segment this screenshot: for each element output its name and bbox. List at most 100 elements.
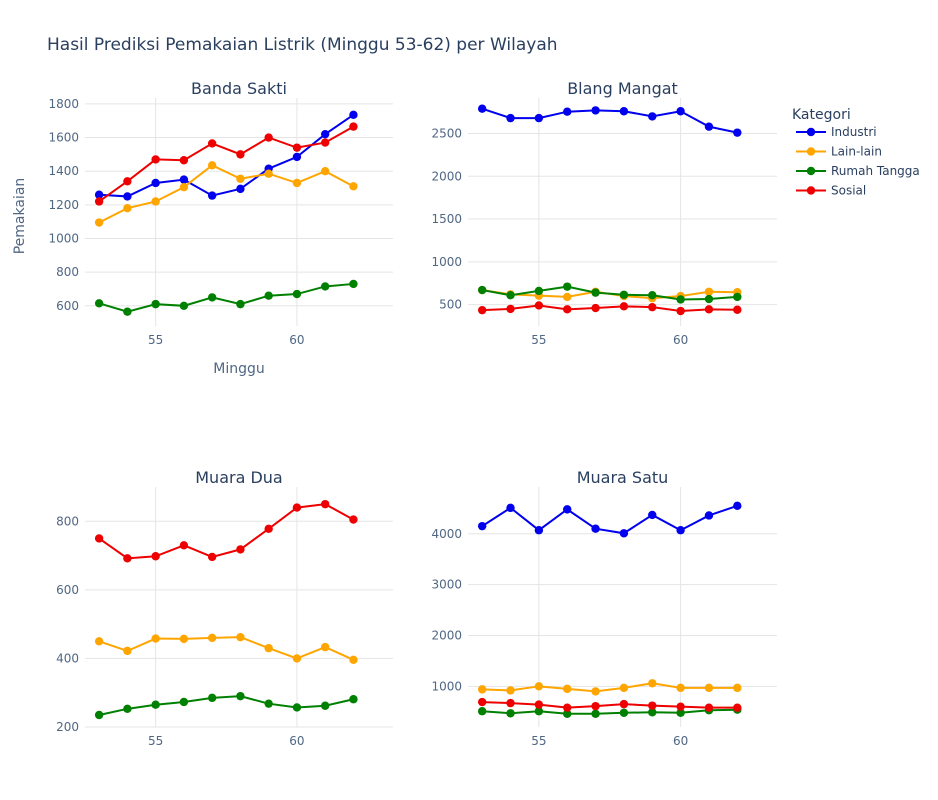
data-point[interactable]	[179, 301, 189, 311]
data-point[interactable]	[733, 703, 742, 712]
data-point[interactable]	[320, 138, 330, 147]
data-point[interactable]	[704, 511, 714, 520]
data-point[interactable]	[648, 302, 657, 312]
data-point[interactable]	[619, 708, 629, 717]
data-point[interactable]	[94, 218, 104, 227]
data-point[interactable]	[236, 545, 245, 554]
data-point[interactable]	[236, 299, 245, 309]
data-point[interactable]	[264, 699, 273, 708]
data-point[interactable]	[506, 709, 515, 718]
data-point[interactable]	[676, 702, 685, 711]
data-point[interactable]	[591, 709, 600, 718]
data-point[interactable]	[236, 691, 245, 701]
data-point[interactable]	[477, 104, 487, 113]
data-point[interactable]	[676, 708, 685, 717]
data-point[interactable]	[179, 634, 189, 644]
data-point[interactable]	[207, 633, 217, 643]
data-point[interactable]	[349, 655, 358, 664]
data-point[interactable]	[320, 129, 330, 139]
data-point[interactable]	[534, 526, 544, 535]
data-point[interactable]	[648, 112, 657, 121]
data-point[interactable]	[151, 700, 160, 709]
data-point[interactable]	[619, 699, 629, 709]
data-point[interactable]	[704, 683, 714, 693]
data-point[interactable]	[506, 113, 515, 123]
data-point[interactable]	[704, 703, 714, 712]
data-point[interactable]	[264, 643, 273, 653]
data-point[interactable]	[648, 510, 657, 520]
data-point[interactable]	[94, 299, 104, 308]
data-point[interactable]	[506, 698, 515, 708]
data-point[interactable]	[591, 687, 600, 696]
data-point[interactable]	[236, 632, 245, 642]
data-point[interactable]	[563, 709, 572, 718]
data-point[interactable]	[648, 679, 657, 688]
data-point[interactable]	[676, 306, 685, 316]
data-point[interactable]	[477, 685, 487, 694]
data-point[interactable]	[534, 301, 544, 310]
data-point[interactable]	[563, 703, 572, 712]
data-point[interactable]	[648, 708, 657, 717]
data-point[interactable]	[563, 107, 572, 116]
data-point[interactable]	[151, 197, 160, 206]
data-point[interactable]	[179, 697, 189, 707]
data-point[interactable]	[619, 290, 629, 299]
data-point[interactable]	[179, 156, 189, 165]
data-point[interactable]	[292, 503, 302, 512]
data-point[interactable]	[563, 282, 572, 291]
data-point[interactable]	[563, 305, 572, 314]
data-point[interactable]	[151, 552, 160, 561]
data-point[interactable]	[320, 642, 330, 652]
data-point[interactable]	[534, 113, 544, 123]
data-point[interactable]	[292, 152, 302, 162]
data-point[interactable]	[320, 499, 330, 509]
data-point[interactable]	[676, 107, 685, 116]
data-point[interactable]	[477, 285, 487, 295]
data-point[interactable]	[207, 139, 217, 148]
data-point[interactable]	[207, 693, 217, 703]
data-point[interactable]	[264, 291, 273, 300]
data-point[interactable]	[676, 526, 685, 535]
data-point[interactable]	[506, 503, 515, 513]
data-point[interactable]	[207, 293, 217, 302]
data-point[interactable]	[236, 150, 245, 159]
data-point[interactable]	[619, 302, 629, 311]
data-point[interactable]	[349, 110, 358, 120]
data-point[interactable]	[292, 703, 302, 712]
data-point[interactable]	[292, 654, 302, 663]
data-point[interactable]	[619, 683, 629, 693]
data-point[interactable]	[619, 529, 629, 538]
data-point[interactable]	[676, 683, 685, 693]
data-point[interactable]	[349, 279, 358, 289]
data-point[interactable]	[506, 304, 515, 314]
data-point[interactable]	[151, 155, 160, 164]
data-point[interactable]	[506, 291, 515, 300]
data-point[interactable]	[534, 707, 544, 716]
data-point[interactable]	[733, 501, 742, 511]
data-point[interactable]	[563, 505, 572, 514]
data-point[interactable]	[94, 637, 104, 646]
data-point[interactable]	[477, 521, 487, 531]
data-point[interactable]	[534, 682, 544, 691]
legend-item[interactable]: Rumah Tangga	[796, 164, 920, 178]
data-point[interactable]	[236, 184, 245, 194]
data-point[interactable]	[733, 128, 742, 137]
data-point[interactable]	[179, 175, 189, 184]
legend-item[interactable]: Sosial	[796, 184, 866, 198]
data-point[interactable]	[506, 686, 515, 695]
data-point[interactable]	[123, 192, 132, 201]
data-point[interactable]	[648, 291, 657, 300]
data-point[interactable]	[477, 305, 487, 315]
data-point[interactable]	[292, 178, 302, 188]
data-point[interactable]	[123, 307, 132, 316]
data-point[interactable]	[94, 197, 104, 206]
data-point[interactable]	[151, 178, 160, 188]
data-point[interactable]	[704, 122, 714, 131]
data-point[interactable]	[563, 684, 572, 694]
data-point[interactable]	[704, 287, 714, 296]
data-point[interactable]	[320, 166, 330, 176]
data-point[interactable]	[704, 305, 714, 314]
data-point[interactable]	[264, 169, 273, 178]
data-point[interactable]	[179, 182, 189, 192]
data-point[interactable]	[151, 299, 160, 309]
